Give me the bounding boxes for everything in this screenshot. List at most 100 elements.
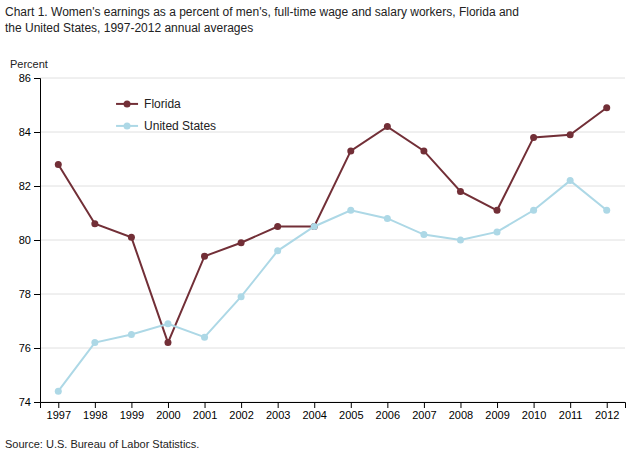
x-tick-mark [534, 402, 535, 408]
x-tick-label: 2010 [522, 409, 546, 421]
legend-item: United States [116, 119, 216, 133]
x-tick-label: 2006 [376, 409, 400, 421]
title: Chart 1. Women's earnings as a percent o… [5, 5, 519, 35]
point [494, 228, 501, 235]
x-tick-label: 2004 [302, 409, 326, 421]
line [58, 108, 606, 343]
grid-line [40, 294, 625, 295]
x-tick: 2009 [485, 402, 509, 421]
x-tick: 2005 [339, 402, 363, 421]
y-tick-label: 86 [19, 72, 31, 84]
grid-line [40, 240, 625, 241]
x-tick: 2006 [376, 402, 400, 421]
y-tick-label: 78 [19, 288, 31, 300]
y-tick-mark [34, 294, 40, 295]
point [420, 231, 427, 238]
point [55, 388, 62, 395]
legend-marker [124, 100, 131, 107]
x-axis-line [41, 403, 626, 409]
x-tick-label: 2011 [559, 409, 583, 421]
point [603, 207, 610, 214]
point [530, 134, 537, 141]
y-tick-mark [34, 240, 40, 241]
background [0, 0, 639, 454]
x-tick-mark [607, 402, 608, 408]
point [530, 207, 537, 214]
x-tick-label: 2012 [595, 409, 619, 421]
x-tick: 2007 [412, 402, 436, 421]
point [201, 334, 208, 341]
x-tick-label: 2005 [339, 409, 363, 421]
y-tick-label: 80 [19, 234, 31, 246]
point [55, 161, 62, 168]
point [420, 147, 427, 154]
legend-item: Florida [116, 97, 181, 111]
y-axis-line [34, 79, 41, 403]
point [494, 207, 501, 214]
marks [55, 104, 610, 395]
point [347, 147, 354, 154]
point [91, 339, 98, 346]
x-tick-label: 2009 [485, 409, 509, 421]
x-tick-mark [460, 402, 461, 408]
x-tick-mark [387, 402, 388, 408]
x-tick-label: 1999 [120, 409, 144, 421]
y-axis: 74767880828486 [19, 72, 41, 408]
y-tick-mark [34, 186, 40, 187]
point [238, 239, 245, 246]
x-axis: 1997199819992000200120022003200420052006… [41, 402, 626, 421]
point [311, 223, 318, 230]
grid-line [40, 132, 625, 133]
point [384, 123, 391, 130]
point [238, 293, 245, 300]
point [603, 104, 610, 111]
x-tick-mark [95, 402, 96, 408]
y-tick-mark [34, 402, 40, 403]
x-tick: 2008 [449, 402, 473, 421]
line [58, 181, 606, 392]
y-tick-label: 76 [19, 342, 31, 354]
point [384, 215, 391, 222]
point [457, 237, 464, 244]
x-tick: 1999 [120, 402, 144, 421]
x-tick-mark [351, 402, 352, 408]
chart: Chart 1. Women's earnings as a percent o… [0, 0, 639, 454]
x-tick-label: 2003 [266, 409, 290, 421]
annotation: Source: U.S. Bureau of Labor Statistics. [5, 438, 199, 450]
y-tick: 78 [19, 288, 40, 300]
y-tick: 84 [19, 126, 40, 138]
point [128, 331, 135, 338]
x-tick: 2011 [559, 402, 583, 421]
x-tick: 2012 [595, 402, 619, 421]
legend-label: Florida [144, 97, 181, 111]
legend: Florida United States [116, 97, 216, 133]
grid-line [40, 186, 625, 187]
legend-marker [124, 122, 131, 129]
point [457, 188, 464, 195]
grid [40, 78, 625, 402]
x-tick-label: 2002 [229, 409, 253, 421]
x-tick-mark [424, 402, 425, 408]
x-tick-mark [570, 402, 571, 408]
x-tick-mark [241, 402, 242, 408]
plot: 1997199819992000200120022003200420052006… [19, 72, 626, 421]
y-tick: 74 [19, 396, 40, 408]
x-tick-label: 2007 [412, 409, 436, 421]
x-tick-mark [278, 402, 279, 408]
grid-line [40, 348, 625, 349]
y-tick-mark [34, 132, 40, 133]
x-tick-label: 1997 [47, 409, 71, 421]
x-tick-mark [168, 402, 169, 408]
x-tick-mark [131, 402, 132, 408]
x-tick: 2002 [229, 402, 253, 421]
x-tick: 2004 [302, 402, 326, 421]
y-tick: 86 [19, 72, 40, 84]
point [91, 220, 98, 227]
x-tick-label: 1998 [83, 409, 107, 421]
x-tick-mark [205, 402, 206, 408]
x-tick: 2010 [522, 402, 546, 421]
point [164, 320, 171, 327]
point [274, 223, 281, 230]
x-tick-label: 2000 [156, 409, 180, 421]
y-tick: 76 [19, 342, 40, 354]
